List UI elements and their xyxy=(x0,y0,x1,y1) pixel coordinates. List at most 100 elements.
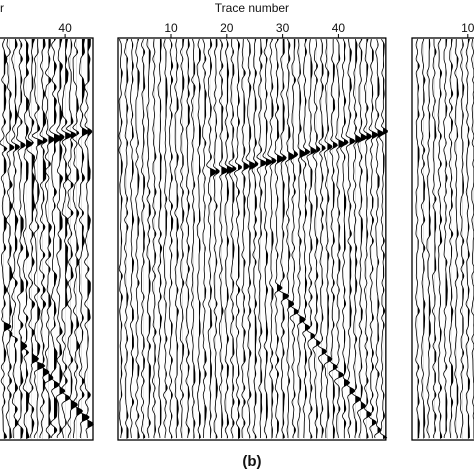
trace xyxy=(206,38,217,439)
trace xyxy=(297,38,306,439)
trace-fill xyxy=(451,39,453,439)
trace xyxy=(179,38,185,439)
trace xyxy=(262,38,273,439)
trace-fill xyxy=(434,46,437,434)
trace-fill xyxy=(271,39,277,439)
panel-frame xyxy=(411,37,474,441)
trace xyxy=(340,38,351,439)
trace xyxy=(72,38,84,439)
trace xyxy=(76,38,90,439)
trace xyxy=(454,38,459,439)
trace xyxy=(135,38,140,439)
trace xyxy=(300,38,311,438)
trace xyxy=(228,38,237,439)
trace-fill xyxy=(260,39,267,439)
trace xyxy=(357,38,368,439)
trace-fill xyxy=(148,48,151,439)
trace-fill xyxy=(48,39,55,439)
trace xyxy=(351,38,362,439)
trace xyxy=(317,38,328,439)
trace xyxy=(213,38,220,439)
x-tick-label: 10 xyxy=(461,21,474,35)
trace xyxy=(234,38,242,439)
trace xyxy=(379,38,388,439)
trace xyxy=(124,38,129,439)
trace xyxy=(224,38,234,438)
x-tick-label: 30 xyxy=(276,21,290,35)
x-tick-label: 20 xyxy=(220,21,234,35)
trace-fill xyxy=(377,41,384,434)
trace xyxy=(26,38,39,439)
trace xyxy=(459,38,465,439)
trace-fill xyxy=(221,39,228,439)
trace xyxy=(157,38,163,439)
trace xyxy=(285,38,295,439)
trace xyxy=(202,38,207,439)
trace xyxy=(426,38,431,439)
trace-fill xyxy=(282,39,289,439)
trace xyxy=(245,38,257,439)
trace xyxy=(443,38,448,439)
trace xyxy=(5,38,15,438)
trace xyxy=(256,38,268,439)
trace xyxy=(84,38,94,439)
trace xyxy=(32,38,46,439)
trace xyxy=(363,38,373,438)
trace-fill xyxy=(187,39,190,439)
trace xyxy=(61,38,72,439)
trace xyxy=(65,38,78,439)
trace xyxy=(368,38,379,439)
trace-fill xyxy=(159,39,162,439)
trace xyxy=(55,38,66,439)
trace xyxy=(146,38,151,439)
x-axis-label: Trace number xyxy=(215,1,289,15)
trace xyxy=(129,38,135,439)
trace xyxy=(251,38,259,439)
trace xyxy=(278,38,290,439)
panel: 10 xyxy=(411,21,474,441)
trace xyxy=(9,38,21,439)
trace xyxy=(196,38,201,439)
x-axis-label: r xyxy=(0,1,4,15)
trace xyxy=(22,38,33,439)
trace xyxy=(345,38,356,439)
trace xyxy=(289,38,300,439)
trace xyxy=(241,38,250,439)
trace-fill xyxy=(81,39,90,439)
trace-fill xyxy=(42,39,50,439)
trace-fill xyxy=(349,47,355,427)
trace-fill xyxy=(20,39,27,439)
trace xyxy=(43,38,55,439)
trace xyxy=(0,38,12,439)
trace-fill xyxy=(360,39,367,431)
trace-fill xyxy=(9,49,15,439)
trace xyxy=(16,38,28,439)
x-tick-label: 10 xyxy=(164,21,178,35)
trace xyxy=(185,38,190,439)
trace xyxy=(267,38,277,439)
trace xyxy=(274,38,285,439)
trace-fill xyxy=(65,39,72,439)
trace xyxy=(39,38,50,439)
trace-fill xyxy=(87,39,94,439)
trace xyxy=(432,38,437,439)
trace-fill xyxy=(310,55,316,439)
trace xyxy=(118,38,123,439)
trace-fill xyxy=(70,39,78,432)
panel: 10 20 30 40 Trace number (b) xyxy=(117,1,388,470)
trace xyxy=(420,38,426,439)
trace xyxy=(328,38,338,439)
trace xyxy=(174,38,179,439)
trace xyxy=(437,38,443,439)
trace-fill xyxy=(265,39,272,439)
trace xyxy=(218,38,229,439)
trace xyxy=(306,38,317,439)
trace xyxy=(140,38,146,439)
x-tick-label: 40 xyxy=(58,21,72,35)
trace xyxy=(151,38,157,438)
trace xyxy=(168,38,174,439)
panel-caption: (b) xyxy=(242,453,261,470)
trace-fill xyxy=(462,39,464,427)
trace xyxy=(374,38,385,439)
